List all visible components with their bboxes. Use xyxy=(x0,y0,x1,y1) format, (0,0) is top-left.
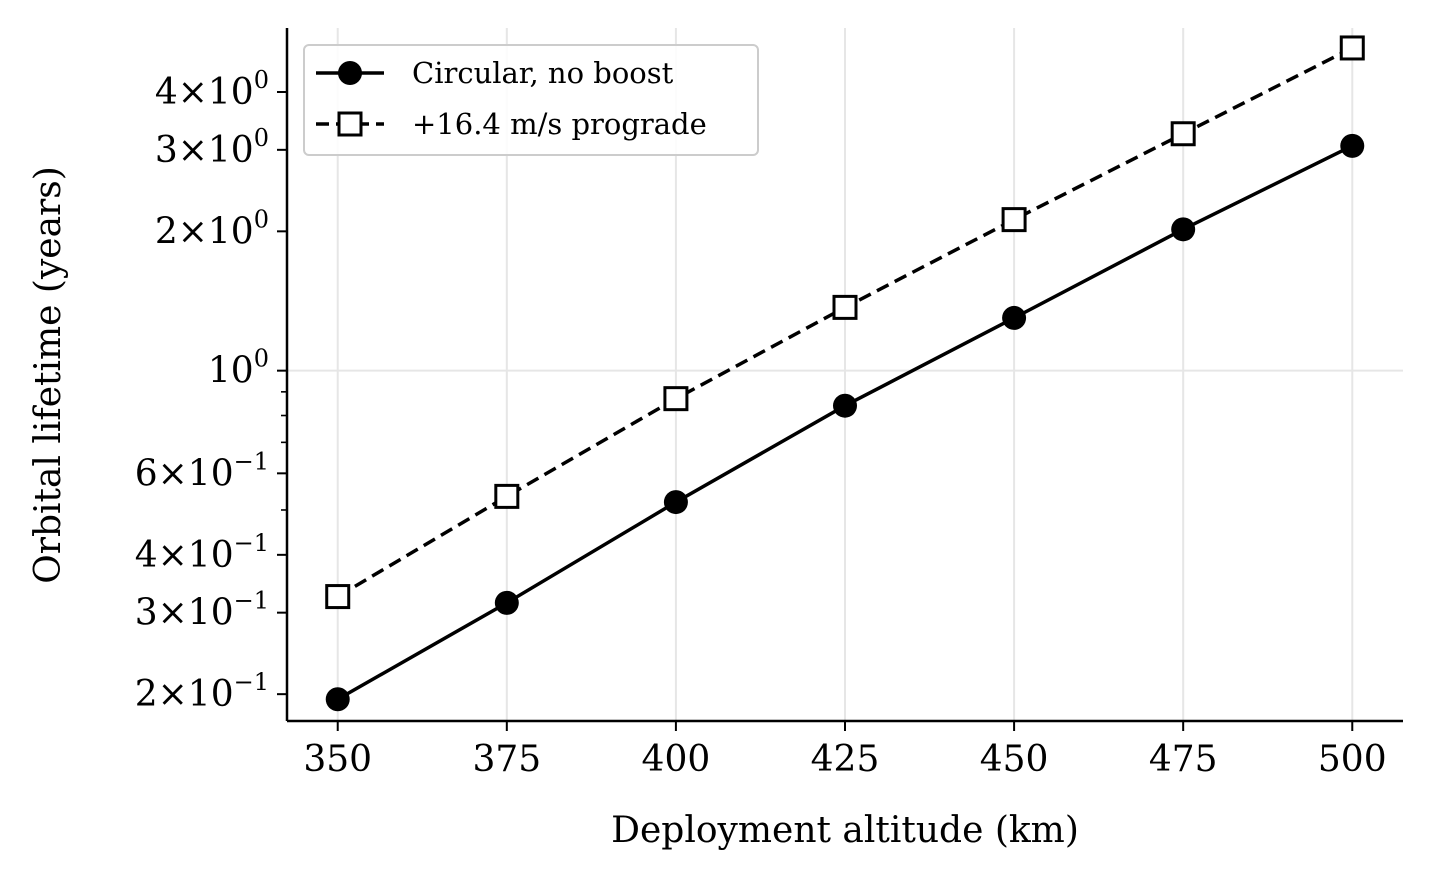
series-1-point xyxy=(832,294,858,320)
series-1-point xyxy=(663,386,689,412)
series-0-point xyxy=(325,687,350,712)
y-tick-label: 4×100 xyxy=(155,66,269,113)
y-tick-label: 6×10−1 xyxy=(135,447,269,494)
x-tick-label: 375 xyxy=(472,739,541,780)
series-0-point xyxy=(833,393,857,418)
series-0-point xyxy=(663,490,688,515)
y-tick-label: 2×10−1 xyxy=(135,668,269,715)
series-0-point xyxy=(1002,305,1027,330)
y-tick-label: 3×100 xyxy=(155,124,269,171)
x-ticks: 350 375 400 425 450 475 500 xyxy=(303,721,1387,780)
series-1-point xyxy=(494,483,520,509)
x-tick-label: 500 xyxy=(1318,739,1387,780)
series-0-point xyxy=(1171,217,1196,242)
x-tick-label: 450 xyxy=(980,739,1049,780)
x-tick-label: 400 xyxy=(642,739,711,780)
series-0-point xyxy=(494,590,519,615)
y-tick-label: 3×10−1 xyxy=(135,587,269,634)
legend-marker-prograde xyxy=(337,111,363,137)
x-tick-label: 475 xyxy=(1149,739,1218,780)
y-axis-label: Orbital lifetime (years) xyxy=(28,166,69,584)
y-tick-label: 100 xyxy=(208,345,269,392)
series-1-point xyxy=(1001,207,1027,233)
x-axis-label: Deployment altitude (km) xyxy=(611,810,1079,851)
series-1-point xyxy=(1339,35,1365,61)
legend-marker-circular xyxy=(338,61,362,85)
legend-frame xyxy=(303,44,759,156)
y-ticks: 2×10−1 3×10−1 4×10−1 6×10−1 100 2×100 3×100 4×1… xyxy=(135,66,287,715)
series-0-point xyxy=(1340,133,1365,158)
series-1-point xyxy=(325,584,351,610)
y-tick-label: 4×10−1 xyxy=(135,529,269,576)
x-tick-label: 350 xyxy=(303,739,372,780)
x-tick-label: 425 xyxy=(811,739,880,780)
y-tick-label: 2×100 xyxy=(155,205,269,252)
legend: Circular, no boost +16.4 m/s prograde xyxy=(303,44,759,156)
series-1-point xyxy=(1170,121,1196,147)
legend-label-circular: Circular, no boost xyxy=(412,56,674,90)
legend-label-prograde: +16.4 m/s prograde xyxy=(412,107,707,141)
series-layer xyxy=(325,35,1365,712)
